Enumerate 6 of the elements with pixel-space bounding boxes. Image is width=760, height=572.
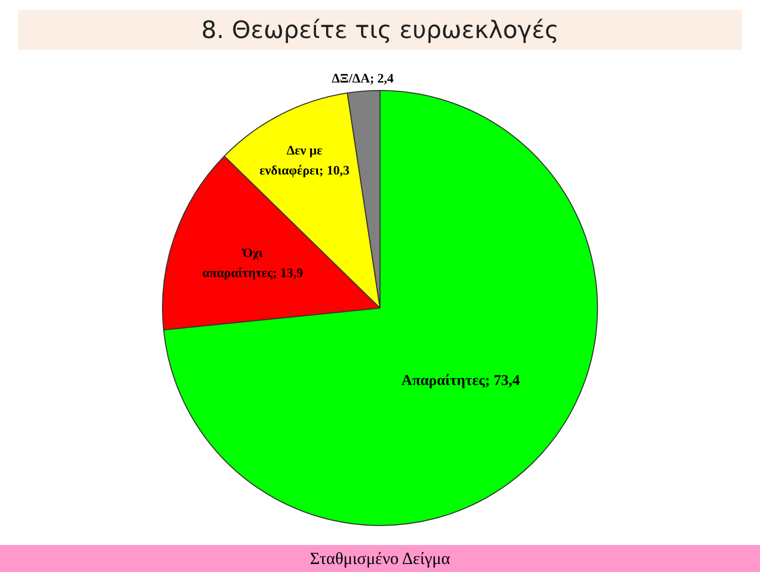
slice-label: ΔΞ/ΔΑ; 2,4 (332, 70, 394, 86)
chart-title: 8. Θεωρείτε τις ευρωεκλογές (18, 10, 742, 50)
slice-label: Απαραίτητες; 73,4 (401, 372, 520, 389)
text: Σταθμισμένο Δείγμα (0, 545, 760, 572)
slice-label: Δεν με ενδιαφέρει; 10,3 (260, 142, 350, 178)
slice-label: Όχι απαραίτητες; 13,9 (202, 244, 304, 280)
